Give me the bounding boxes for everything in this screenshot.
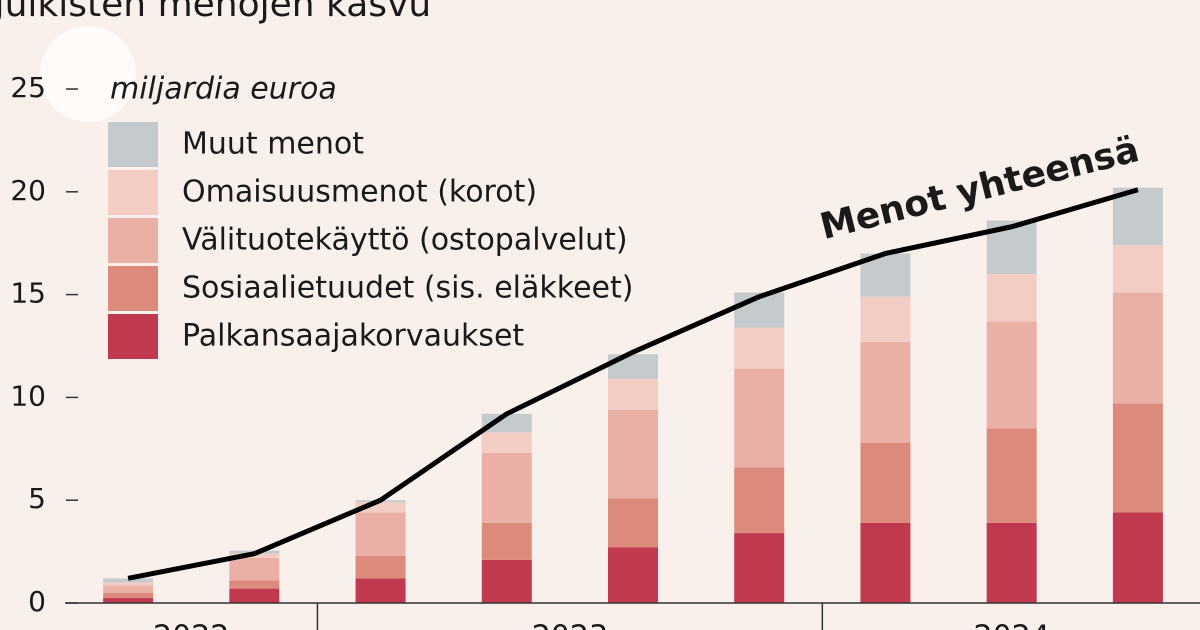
group-label: 2024 <box>973 620 1049 630</box>
bar-segment <box>608 498 658 548</box>
bar-segment <box>1112 187 1163 246</box>
legend-label: Palkansaajakorvaukset <box>182 319 524 354</box>
y-tick-label: 20 <box>10 174 46 207</box>
legend-label: Välituotekäyttö (ostopalvelut) <box>182 223 628 258</box>
bar-segment <box>103 585 154 593</box>
bar-segment <box>608 409 658 499</box>
logo <box>40 26 136 122</box>
bar-segment <box>229 580 280 589</box>
bar-segment <box>355 512 406 556</box>
bar-segment <box>103 592 154 598</box>
bar-segment <box>481 559 532 603</box>
bar-segment <box>860 341 911 443</box>
group-label: 2023 <box>532 620 608 630</box>
group-label: 2022 <box>153 620 229 630</box>
bar-segment <box>1112 292 1163 404</box>
bar-segment <box>1112 403 1163 513</box>
chart-title: Julkisten menojen kasvu <box>0 0 431 25</box>
y-tick-label: 5 <box>28 482 46 515</box>
bar-segment <box>860 296 911 342</box>
y-tick-label: 25 <box>10 71 46 104</box>
legend-swatch <box>108 218 158 263</box>
total-line <box>127 187 1139 581</box>
bar-segment <box>481 432 532 453</box>
bar-segment <box>1112 512 1163 603</box>
bar-segment <box>986 522 1037 603</box>
bar-segment <box>481 452 532 523</box>
legend-swatch <box>108 170 158 215</box>
legend-title: miljardia euroa <box>110 72 337 107</box>
bar-segment <box>355 502 406 513</box>
bar-segment <box>734 327 785 369</box>
bar-segment <box>103 582 154 586</box>
bar-segment <box>355 555 406 579</box>
legend-swatch <box>108 314 158 359</box>
bar-segment <box>355 578 406 603</box>
bar-segment <box>103 578 154 583</box>
bar-segment <box>986 321 1037 429</box>
bar-segment <box>229 557 280 581</box>
bar-segment <box>734 368 785 468</box>
line-label: Menot yhteensä <box>816 129 1143 248</box>
bar-segment <box>481 522 532 560</box>
legend-label: Muut menot <box>182 127 364 162</box>
bar-segment <box>608 378 658 410</box>
bar-segment <box>608 547 658 603</box>
y-tick-label: 15 <box>10 277 46 310</box>
bar-segment <box>481 413 532 433</box>
bar-segment <box>860 442 911 523</box>
bar-segment <box>986 274 1037 322</box>
legend-label: Sosiaalietuudet (sis. eläkkeet) <box>182 271 633 306</box>
bar-segment <box>734 467 785 534</box>
bar-segment <box>608 354 658 379</box>
bar-segment <box>860 522 911 603</box>
bar-segment <box>103 597 154 603</box>
bar-segment <box>1112 245 1163 293</box>
y-tick-label: 0 <box>28 585 46 618</box>
legend-label: Omaisuusmenot (korot) <box>182 175 537 210</box>
bar-segment <box>229 588 280 603</box>
y-tick-label: 10 <box>10 379 46 412</box>
bar-segment <box>734 533 785 603</box>
legend-swatch <box>108 122 158 167</box>
legend-swatch <box>108 266 158 311</box>
bar-segment <box>986 428 1037 523</box>
